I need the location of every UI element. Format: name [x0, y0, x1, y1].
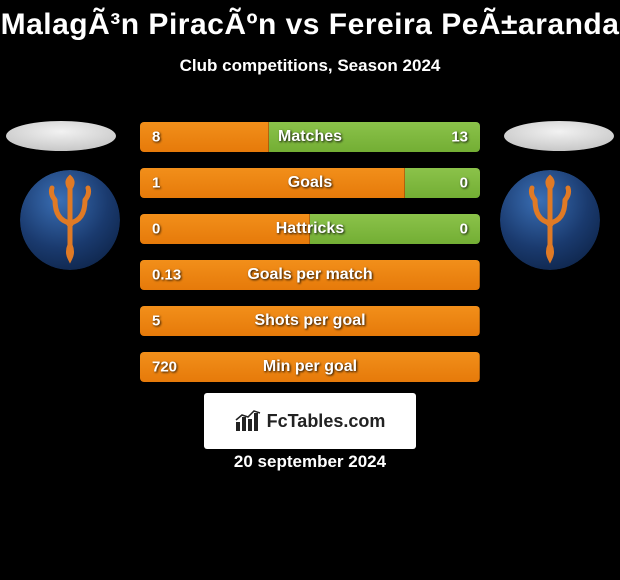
stat-val-right: 0: [460, 175, 468, 192]
stat-bar-right: [269, 122, 480, 152]
club-badge-left: [20, 170, 120, 270]
club-badge-right: [500, 170, 600, 270]
flag-right: [504, 121, 614, 151]
stat-bar-left: [140, 168, 405, 198]
stat-bar-left: [140, 260, 480, 290]
flag-left: [6, 121, 116, 151]
stat-val-right: 13: [451, 129, 468, 146]
stat-row: 1 0 Goals: [140, 168, 480, 198]
site-logo: FcTables.com: [204, 393, 416, 449]
stat-bar-left: [140, 306, 480, 336]
stat-val-left: 1: [152, 175, 160, 192]
stat-val-left: 720: [152, 359, 177, 376]
stat-val-left: 0.13: [152, 267, 181, 284]
stat-bar-right: [310, 214, 480, 244]
subtitle: Club competitions, Season 2024: [0, 56, 620, 76]
stat-row: 0.13 Goals per match: [140, 260, 480, 290]
stats-container: 8 13 Matches 1 0 Goals 0 0 Hattricks 0.1…: [140, 122, 480, 398]
stat-val-left: 8: [152, 129, 160, 146]
stat-row: 5 Shots per goal: [140, 306, 480, 336]
stat-val-right: 0: [460, 221, 468, 238]
stat-bar-right: [405, 168, 480, 198]
stat-val-left: 0: [152, 221, 160, 238]
stat-row: 0 0 Hattricks: [140, 214, 480, 244]
chart-icon: [235, 410, 261, 432]
stat-bar-left: [140, 352, 480, 382]
stat-row: 720 Min per goal: [140, 352, 480, 382]
site-logo-text: FcTables.com: [267, 411, 386, 432]
stat-val-left: 5: [152, 313, 160, 330]
page-title: MalagÃ³n PiracÃºn vs Fereira PeÃ±aranda: [0, 0, 620, 42]
stat-bar-left: [140, 214, 310, 244]
date-label: 20 september 2024: [0, 452, 620, 472]
stat-row: 8 13 Matches: [140, 122, 480, 152]
